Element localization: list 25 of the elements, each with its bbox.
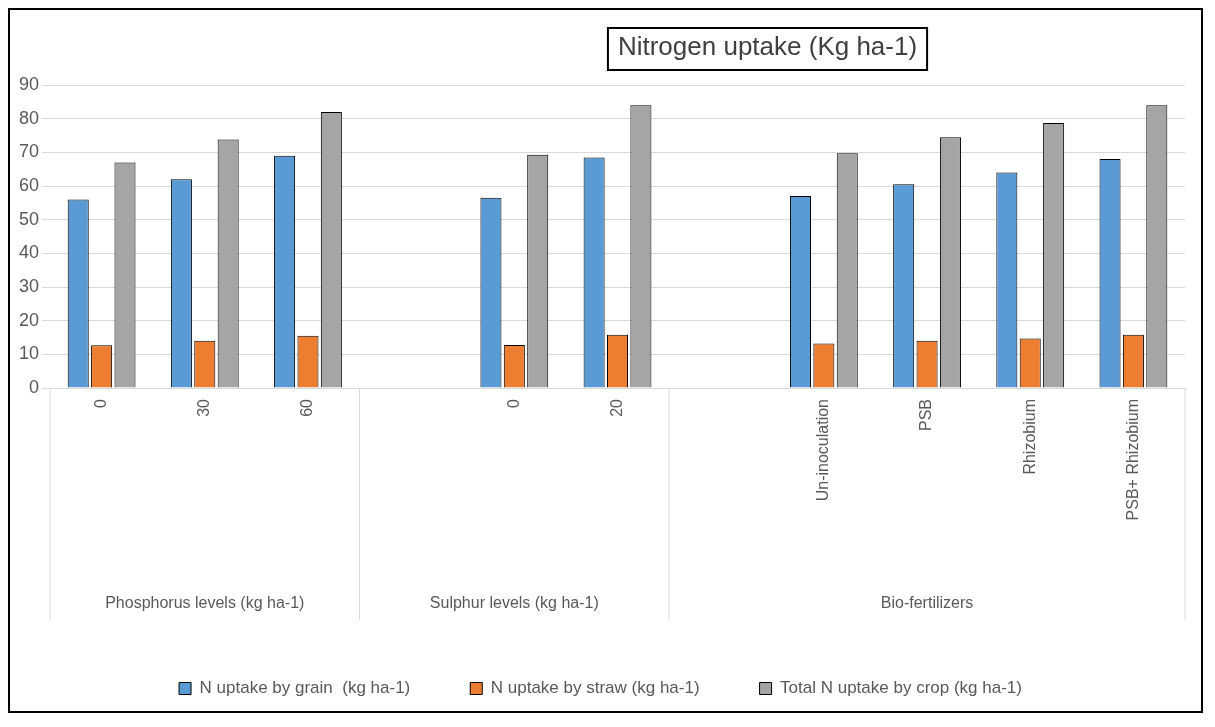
y-tick-label: 90 bbox=[18, 73, 40, 94]
y-tick-label: 70 bbox=[18, 141, 40, 162]
y-tick-label: 30 bbox=[18, 275, 40, 296]
y-tick-label: 60 bbox=[18, 174, 40, 195]
x-tick-label: 0 bbox=[92, 398, 110, 408]
y-tick-label: 20 bbox=[18, 309, 40, 330]
legend-label: Total N uptake by crop (kg ha-1) bbox=[780, 678, 1022, 698]
text: Bio-fertilizers bbox=[880, 594, 974, 612]
y-tick-label: 10 bbox=[18, 343, 40, 364]
x-tick-label: 0 bbox=[504, 398, 522, 408]
x-tick-label: PSB+ Rhizobium bbox=[1123, 399, 1141, 521]
text: Phosphorus levels (kg ha-1) bbox=[105, 594, 305, 612]
y-tick-label: 50 bbox=[18, 208, 40, 229]
x-tick-label: Un-inoculation bbox=[814, 399, 832, 502]
chart-title: Nitrogen uptake (Kg ha-1) bbox=[617, 31, 918, 62]
y-tick-label: 40 bbox=[18, 242, 40, 263]
x-tick-label: Rhizobium bbox=[1020, 399, 1038, 475]
y-tick-label: 80 bbox=[18, 107, 40, 128]
text: Sulphur levels (kg ha-1) bbox=[429, 594, 599, 612]
x-tick-label: 30 bbox=[195, 398, 213, 417]
legend-label: N uptake by straw (kg ha-1) bbox=[490, 678, 700, 698]
x-tick-label: 20 bbox=[607, 398, 625, 417]
x-tick-label: PSB bbox=[917, 399, 935, 432]
legend-label: N uptake by grain (kg ha-1) bbox=[199, 678, 411, 698]
x-tick-label: 60 bbox=[298, 398, 316, 417]
